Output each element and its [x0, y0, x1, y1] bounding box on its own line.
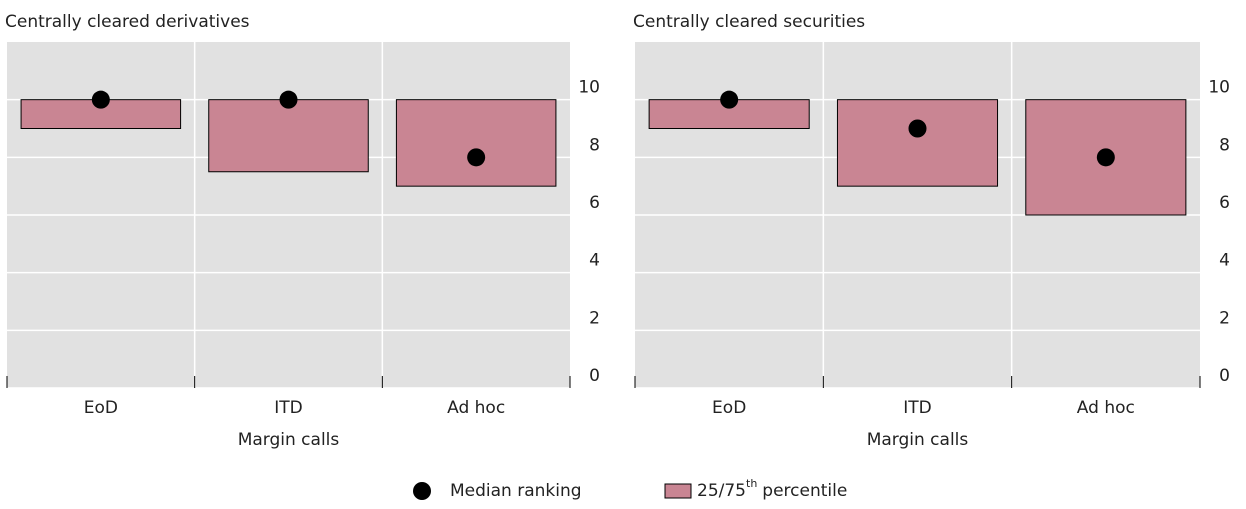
legend-range-marker [664, 483, 692, 499]
legend-median-marker [413, 482, 431, 500]
y-tick-label: 6 [1219, 193, 1230, 213]
x-tick-label: ITD [903, 398, 932, 418]
legend-median-label: Median ranking [450, 481, 582, 501]
box [395, 99, 557, 187]
y-tick-label: 2 [1219, 308, 1230, 328]
y-tick-label: 4 [589, 251, 600, 271]
legend-range-label: 25/75th percentile [697, 477, 847, 501]
median-marker [908, 119, 927, 138]
y-tick-label: 8 [589, 135, 600, 155]
x-tick-label: ITD [274, 398, 303, 418]
y-tick-label: 2 [589, 308, 600, 328]
x-tick-label: Ad hoc [1077, 398, 1135, 418]
y-tick-label: 6 [589, 193, 600, 213]
x-tick-label: EoD [84, 398, 118, 418]
legend-range-rest: percentile [762, 481, 847, 501]
median-marker [720, 90, 739, 109]
legend-range-sup: th [746, 477, 757, 490]
y-tick-label: 8 [1219, 135, 1230, 155]
y-tick-label: 0 [589, 366, 600, 386]
x-axis-label: Margin calls [238, 430, 340, 450]
median-marker [279, 90, 298, 109]
x-axis-label: Margin calls [867, 430, 969, 450]
x-tick-label: EoD [712, 398, 746, 418]
y-tick-label: 10 [578, 78, 600, 98]
median-marker [467, 148, 486, 167]
chart-title: Centrally cleared derivatives [5, 12, 250, 32]
box [836, 99, 999, 187]
y-tick-label: 10 [1208, 78, 1230, 98]
median-marker [91, 90, 110, 109]
median-marker [1096, 148, 1115, 167]
y-tick-label: 4 [1219, 251, 1230, 271]
box [208, 99, 369, 173]
y-tick-label: 0 [1219, 366, 1230, 386]
legend-range-main: 25/75 [697, 481, 746, 501]
chart-title: Centrally cleared securities [633, 12, 865, 32]
x-tick-label: Ad hoc [447, 398, 505, 418]
